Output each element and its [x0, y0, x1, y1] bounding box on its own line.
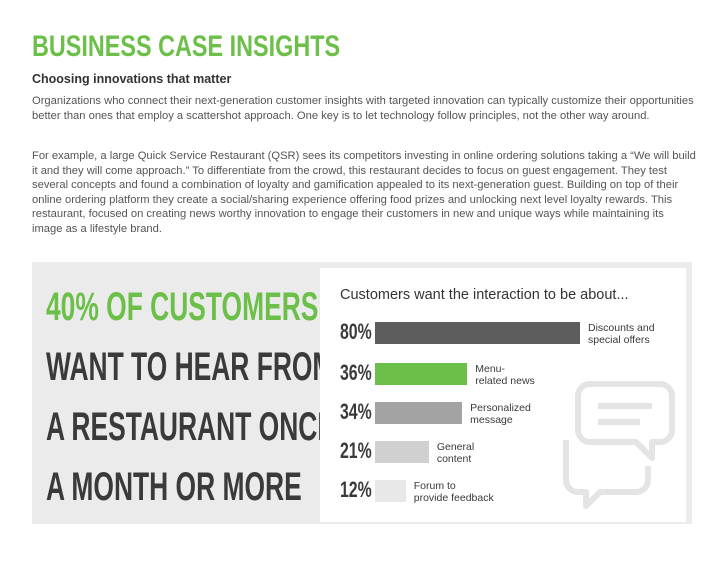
chat-bubbles-icon [563, 381, 675, 509]
bar-value-label: 34% [340, 399, 372, 424]
paragraph-example: For example, a large Quick Service Resta… [32, 150, 696, 235]
bar-category-label: Forum to provide feedback [414, 480, 494, 504]
bar-category-label-line: Discounts and [588, 322, 655, 334]
bar-category-label-line: message [470, 414, 513, 426]
bar-category-label: Personalized message [470, 402, 531, 426]
bar-category-label-line: Forum to [413, 480, 456, 492]
bar [375, 441, 429, 463]
bar-category-label-line: content [436, 453, 472, 465]
bar-category-label-line: provide feedback [413, 492, 494, 504]
bar-value-label: 12% [340, 477, 372, 502]
bar-category-label-line: related news [475, 375, 535, 387]
bar-value-label: 80% [340, 319, 372, 344]
bar-category-label-line: Menu- [475, 363, 506, 375]
bar-category-label-line: General [436, 441, 475, 453]
callout-line-4: A MONTH OR MORE [46, 465, 302, 509]
bar-category-label: General content [437, 441, 474, 465]
chart-card [320, 268, 686, 522]
bar-category-label: Discounts and special offers [588, 322, 655, 346]
bar [375, 363, 468, 385]
bar [375, 322, 580, 344]
callout-line-3: A RESTAURANT ONCE [46, 405, 335, 449]
bar-category-label: Menu-related news [475, 363, 535, 387]
chart-title: Customers want the interaction to be abo… [340, 287, 629, 303]
paragraph-intro: Organizations who connect their next-gen… [32, 95, 694, 122]
callout-line-1: 40% OF CUSTOMERS [46, 285, 319, 329]
bar [375, 402, 463, 424]
callout-line-2: WANT TO HEAR FROM [46, 345, 335, 389]
bar-category-label-line: Personalized [470, 402, 531, 414]
page-title: BUSINESS CASE INSIGHTS [32, 30, 341, 63]
bar-value-label: 21% [340, 438, 372, 463]
section-subtitle: Choosing innovations that matter [32, 72, 232, 86]
bar [375, 480, 406, 502]
bar-value-label: 36% [340, 360, 372, 385]
bar-category-label-line: special offers [588, 334, 650, 346]
